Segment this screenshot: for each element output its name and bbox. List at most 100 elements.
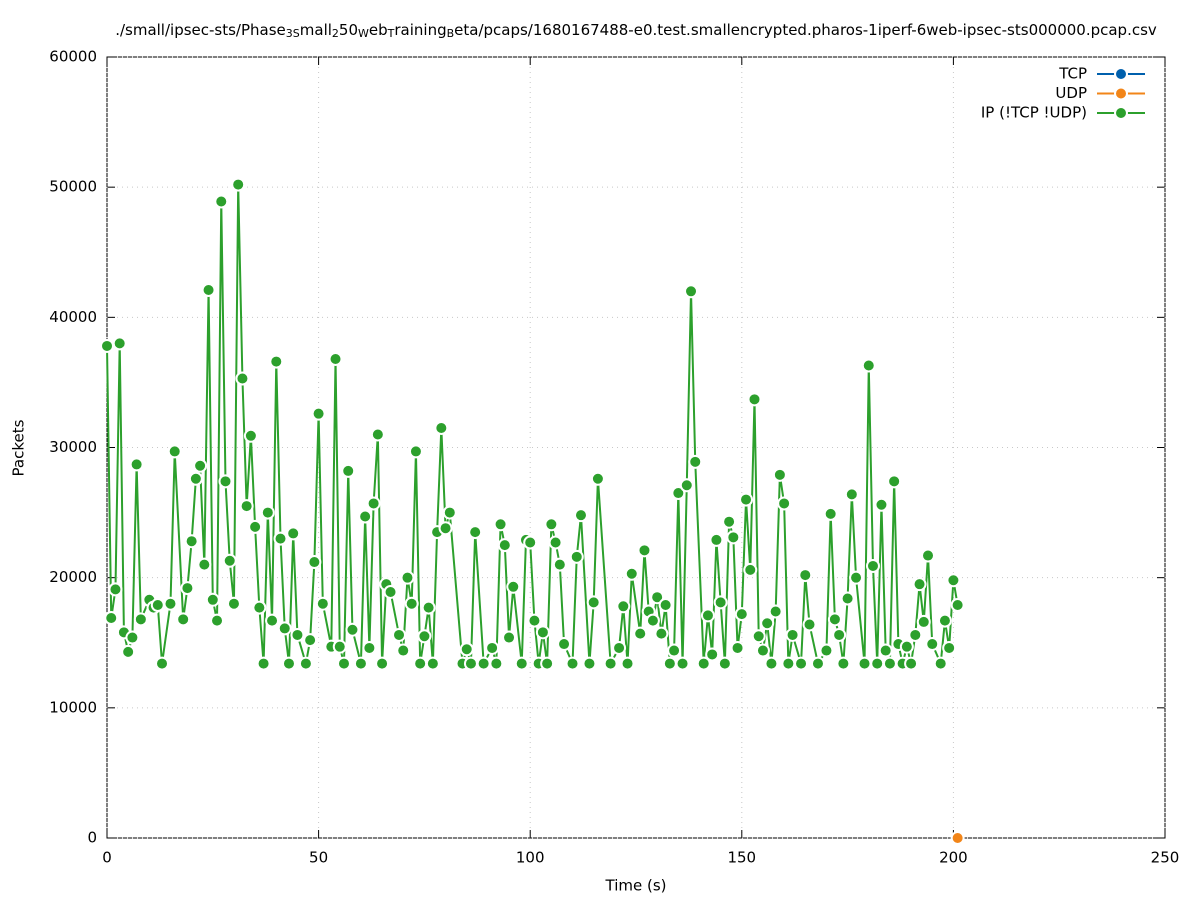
data-point — [552, 557, 567, 572]
data-point — [899, 639, 914, 654]
data-point — [671, 486, 686, 501]
data-point — [506, 579, 521, 594]
y-tick-label: 40000 — [49, 308, 97, 326]
data-point — [950, 598, 965, 613]
data-point — [438, 521, 453, 536]
data-point — [493, 517, 508, 532]
data-point — [497, 538, 512, 553]
y-tick-label: 50000 — [49, 178, 97, 196]
data-point — [108, 582, 123, 597]
data-point — [133, 612, 148, 627]
data-point — [565, 656, 580, 671]
data-point — [798, 568, 813, 583]
data-point — [946, 573, 961, 588]
data-point — [265, 613, 280, 628]
data-point — [150, 598, 165, 613]
y-tick-label: 0 — [87, 829, 97, 847]
title-segment: B — [447, 27, 455, 40]
data-point — [772, 467, 787, 482]
data-point — [709, 532, 724, 547]
data-point — [502, 630, 517, 645]
data-point — [734, 607, 749, 622]
data-point — [167, 444, 182, 459]
data-point — [188, 471, 203, 486]
data-point — [231, 177, 246, 192]
data-point — [624, 566, 639, 581]
title-segment: mall — [300, 21, 332, 39]
data-point — [586, 595, 601, 610]
data-point — [226, 596, 241, 611]
data-point — [243, 428, 258, 443]
data-point — [912, 577, 927, 592]
data-point — [743, 562, 758, 577]
data-point — [717, 656, 732, 671]
x-axis-label: Time (s) — [605, 877, 667, 895]
data-point — [603, 656, 618, 671]
data-point — [303, 633, 318, 648]
data-point — [218, 474, 233, 489]
y-tick-label: 10000 — [49, 698, 97, 716]
data-point — [700, 608, 715, 623]
data-point — [874, 497, 889, 512]
y-tick-label: 60000 — [49, 48, 97, 66]
data-point — [726, 530, 741, 545]
data-point — [315, 596, 330, 611]
data-point — [260, 505, 275, 520]
data-point — [573, 508, 588, 523]
data-point — [810, 656, 825, 671]
data-point — [544, 517, 559, 532]
data-point — [722, 514, 737, 529]
data-point — [857, 656, 872, 671]
data-point — [341, 463, 356, 478]
data-point — [362, 640, 377, 655]
data-point — [205, 592, 220, 607]
title-segment: W — [358, 27, 369, 40]
data-point — [785, 627, 800, 642]
data-point — [921, 548, 936, 563]
data-point — [861, 358, 876, 373]
data-point — [375, 656, 390, 671]
data-point — [277, 621, 292, 636]
data-point — [129, 457, 144, 472]
data-point — [180, 581, 195, 596]
title-segment: T — [387, 27, 395, 40]
data-point — [417, 629, 432, 644]
data-point — [485, 640, 500, 655]
data-point — [658, 598, 673, 613]
data-point — [684, 284, 699, 299]
data-point — [201, 282, 216, 297]
data-point — [590, 471, 605, 486]
data-point — [421, 600, 436, 615]
title-segment: raining — [394, 21, 446, 39]
data-point — [662, 656, 677, 671]
data-point — [434, 420, 449, 435]
data-point — [163, 596, 178, 611]
data-point — [764, 656, 779, 671]
data-point — [290, 627, 305, 642]
data-point — [459, 642, 474, 657]
data-point — [755, 643, 770, 658]
title-segment: 2 — [332, 27, 339, 40]
data-point — [650, 590, 665, 605]
data-point — [942, 640, 957, 655]
data-point — [832, 627, 847, 642]
data-point — [269, 354, 284, 369]
data-point — [345, 622, 360, 637]
data-point — [442, 505, 457, 520]
data-point — [476, 656, 491, 671]
data-point — [523, 535, 538, 550]
data-point — [823, 506, 838, 521]
data-point — [468, 525, 483, 540]
data-point — [298, 656, 313, 671]
data-point — [463, 656, 478, 671]
data-point — [210, 613, 225, 628]
data-point — [569, 549, 584, 564]
x-tick-label: 0 — [102, 849, 112, 867]
data-point — [370, 427, 385, 442]
x-tick-label: 150 — [727, 849, 756, 867]
chart-title: ./small/ipsec-sts/Phase3Small250WebTrain… — [115, 21, 1157, 41]
data-point — [235, 371, 250, 386]
x-tick-label: 200 — [939, 849, 968, 867]
data-point — [836, 656, 851, 671]
data-point — [933, 656, 948, 671]
